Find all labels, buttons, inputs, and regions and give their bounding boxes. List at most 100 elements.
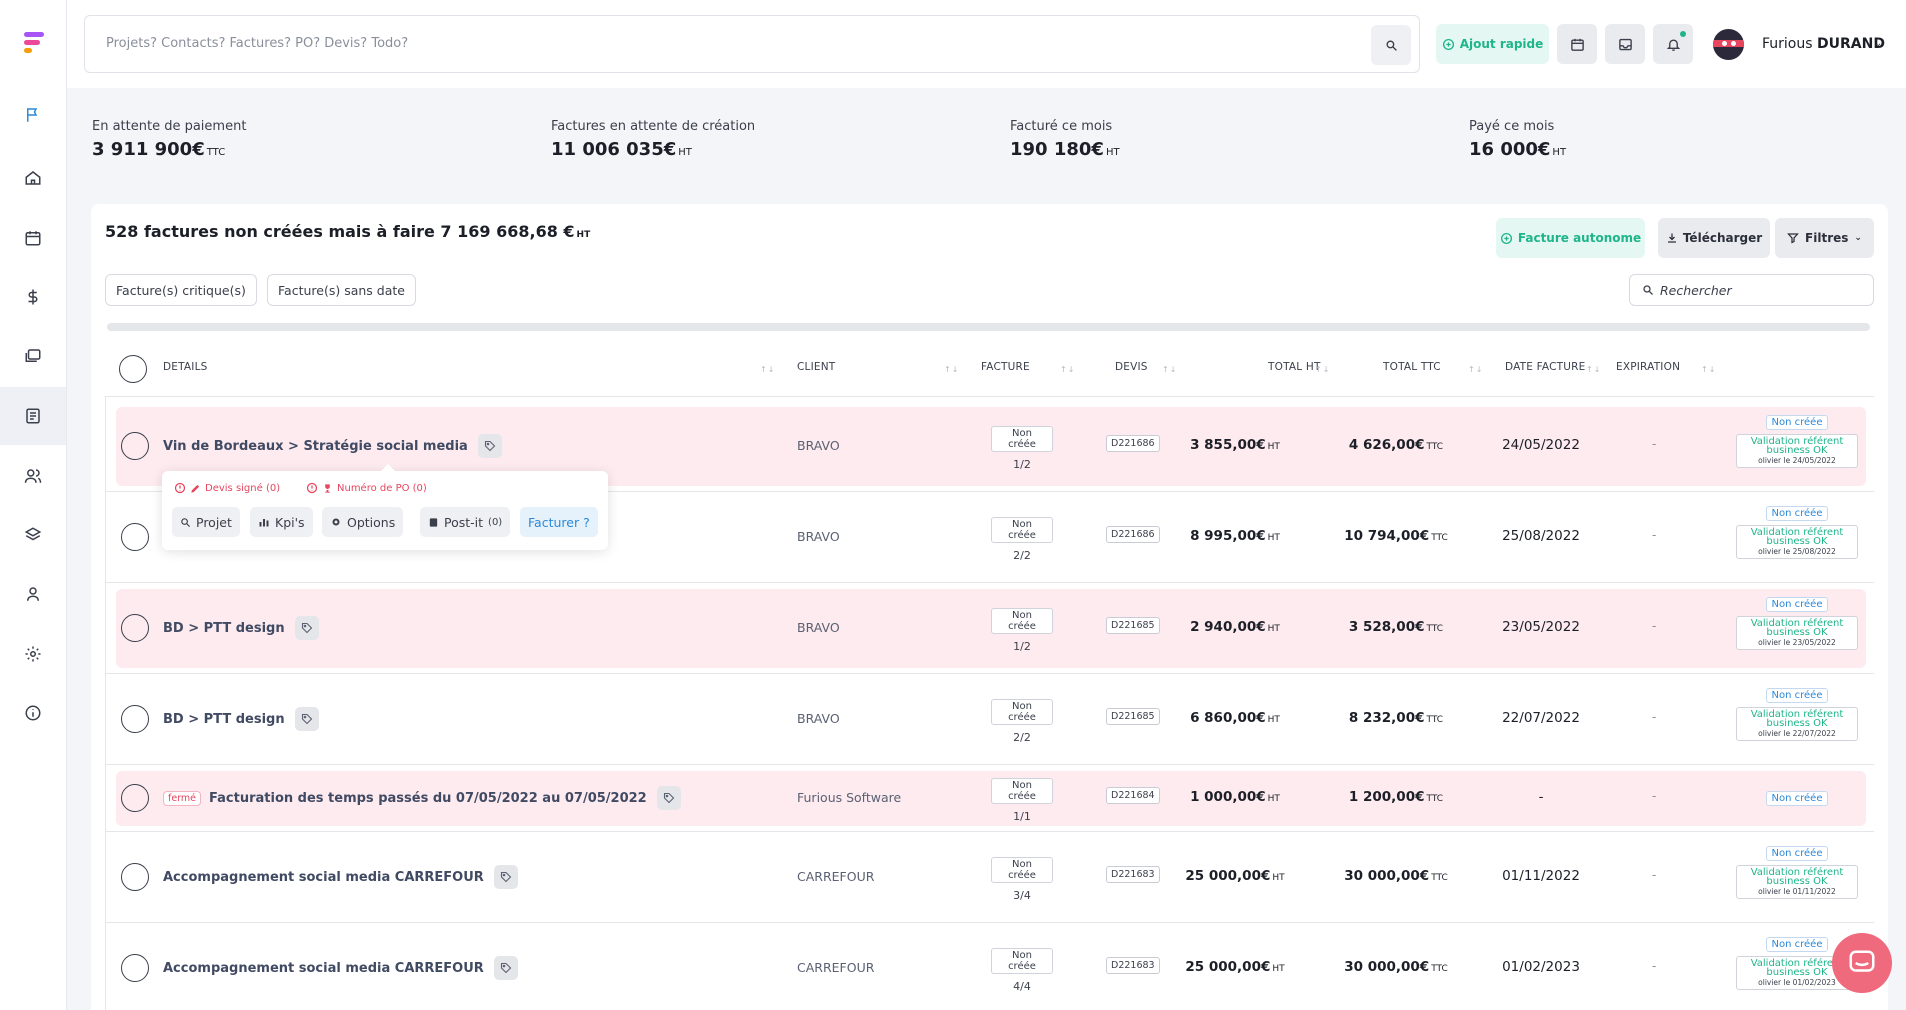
row-facture: Non créée 1/2 xyxy=(991,608,1053,653)
standalone-invoice-button[interactable]: Facture autonome xyxy=(1496,218,1645,258)
filter-icon xyxy=(1787,233,1799,244)
table-search-input[interactable]: Rechercher xyxy=(1629,274,1874,306)
col-client[interactable]: CLIENT xyxy=(797,361,836,373)
sidebar-item-info[interactable] xyxy=(0,684,66,742)
download-button[interactable]: Télécharger xyxy=(1658,218,1770,258)
tag-icon[interactable] xyxy=(294,616,319,640)
row-title[interactable]: Accompagnement social media CARREFOUR xyxy=(163,956,518,980)
row-title[interactable]: fermé Facturation des temps passés du 07… xyxy=(163,786,681,810)
row-devis[interactable]: D221685 xyxy=(1106,708,1160,725)
row-title[interactable]: Vin de Bordeaux > Stratégie social media xyxy=(163,434,502,458)
tag-icon[interactable] xyxy=(294,707,319,731)
postit-button[interactable]: Post-it (0) xyxy=(420,507,511,537)
invoice-now-button[interactable]: Facturer ? xyxy=(520,507,598,537)
sidebar-item-settings[interactable] xyxy=(0,625,66,683)
sort-icon[interactable]: ↑↓ xyxy=(1060,365,1076,374)
row-total-ttc: 8 232,00€ TTC xyxy=(1348,710,1444,726)
sidebar-item-finance[interactable] xyxy=(0,268,66,326)
chevron-down-icon: ⌄ xyxy=(1854,233,1862,243)
plus-circle-icon xyxy=(1500,232,1512,244)
gear-icon xyxy=(25,646,41,662)
row-total-ht: 6 860,00€ HT xyxy=(1190,710,1280,726)
tag-icon[interactable] xyxy=(493,865,518,889)
sort-icon[interactable]: ↑↓ xyxy=(1586,365,1602,374)
row-total-ht: 3 855,00€ HT xyxy=(1190,437,1280,453)
col-details[interactable]: DETAILS xyxy=(163,361,208,373)
flag-icon xyxy=(27,108,38,122)
filter-critical-pill[interactable]: Facture(s) critique(s) xyxy=(105,274,257,306)
kpis-button[interactable]: Kpi's xyxy=(250,507,313,537)
sidebar-item-layers[interactable] xyxy=(0,506,66,564)
select-all-checkbox[interactable] xyxy=(119,355,147,383)
row-devis[interactable]: D221683 xyxy=(1106,957,1160,974)
col-date-facture[interactable]: DATE FACTURE xyxy=(1505,361,1586,373)
row-devis[interactable]: D221686 xyxy=(1106,526,1160,543)
sort-icon[interactable]: ↑↓ xyxy=(1468,365,1484,374)
chevron-down-icon[interactable]: ⌄ xyxy=(1874,38,1883,49)
project-button[interactable]: Projet xyxy=(172,507,240,537)
sidebar-item-profile[interactable] xyxy=(0,565,66,623)
calendar-button[interactable] xyxy=(1557,24,1597,64)
quick-add-button[interactable]: Ajout rapide xyxy=(1436,24,1549,64)
col-expiration[interactable]: EXPIRATION xyxy=(1616,361,1681,373)
row-title[interactable]: Accompagnement social media CARREFOUR xyxy=(163,865,518,889)
global-search-input[interactable]: Projets? Contacts? Factures? PO? Devis? … xyxy=(84,15,1420,73)
search-button[interactable] xyxy=(1371,25,1411,65)
sidebar-item-flag[interactable] xyxy=(0,86,66,144)
row-checkbox[interactable] xyxy=(121,863,149,891)
col-total-ttc[interactable]: TOTAL TTC xyxy=(1383,361,1441,373)
row-total-ht: 25 000,00€ HT xyxy=(1185,959,1285,975)
chat-support-button[interactable] xyxy=(1832,933,1892,993)
row-title[interactable]: BD > PTT design xyxy=(163,707,319,731)
row-title[interactable]: BD > PTT design xyxy=(163,616,319,640)
tag-icon[interactable] xyxy=(477,434,502,458)
table-row[interactable]: BD > PTT design BRAVO Non créée 2/2 D2216… xyxy=(91,674,1888,765)
sidebar-item-home[interactable] xyxy=(0,149,66,207)
filters-button[interactable]: Filtres ⌄ xyxy=(1775,218,1874,258)
table-row[interactable]: BD > PTT design BRAVO Non créée 1/2 D2216… xyxy=(91,583,1888,674)
sidebar-item-calendar[interactable] xyxy=(0,209,66,267)
row-expiration: - xyxy=(1652,959,1657,973)
home-icon xyxy=(25,171,41,185)
col-devis[interactable]: DEVIS xyxy=(1115,361,1148,373)
stat-value: 3 911 900€ TTC xyxy=(92,139,226,160)
user-menu[interactable]: Furious DURAND xyxy=(1762,36,1885,52)
row-devis[interactable]: D221686 xyxy=(1106,435,1160,452)
row-checkbox[interactable] xyxy=(121,432,149,460)
sidebar-item-invoices[interactable] xyxy=(0,387,66,445)
row-devis[interactable]: D221683 xyxy=(1106,866,1160,883)
row-checkbox[interactable] xyxy=(121,954,149,982)
row-checkbox[interactable] xyxy=(121,784,149,812)
col-total-ht[interactable]: TOTAL HT xyxy=(1268,361,1321,373)
table-row[interactable]: BRAVO Non créée 2/2 D221686 8 995,00€ HT 1… xyxy=(91,492,1888,583)
tag-icon[interactable] xyxy=(656,786,681,810)
sort-icon[interactable]: ↑↓ xyxy=(1701,365,1717,374)
row-checkbox[interactable] xyxy=(121,614,149,642)
row-expiration: - xyxy=(1652,528,1657,542)
sidebar-item-contacts[interactable] xyxy=(0,447,66,505)
sort-icon[interactable]: ↑↓ xyxy=(1162,365,1178,374)
notifications-button[interactable] xyxy=(1653,24,1693,64)
table-row[interactable]: Accompagnement social media CARREFOUR CA… xyxy=(91,923,1888,1010)
row-devis[interactable]: D221685 xyxy=(1106,617,1160,634)
inbox-button[interactable] xyxy=(1605,24,1645,64)
sort-icon[interactable]: ↑↓ xyxy=(1315,365,1331,374)
app-logo[interactable] xyxy=(24,32,46,56)
sort-icon[interactable]: ↑↓ xyxy=(944,365,960,374)
stat-label: En attente de paiement xyxy=(92,119,247,134)
filter-nodate-pill[interactable]: Facture(s) sans date xyxy=(267,274,416,306)
avatar[interactable] xyxy=(1713,29,1744,60)
row-checkbox[interactable] xyxy=(121,523,149,551)
row-status: Non créée xyxy=(1736,786,1858,806)
row-checkbox[interactable] xyxy=(121,705,149,733)
col-facture[interactable]: FACTURE xyxy=(981,361,1030,373)
sidebar-item-folders[interactable] xyxy=(0,327,66,385)
row-expiration: - xyxy=(1652,437,1657,451)
sort-icon[interactable]: ↑↓ xyxy=(760,365,776,374)
table-row[interactable]: Accompagnement social media CARREFOUR CA… xyxy=(91,832,1888,923)
table-row[interactable]: fermé Facturation des temps passés du 07… xyxy=(91,765,1888,832)
row-total-ht: 2 940,00€ HT xyxy=(1190,619,1280,635)
row-devis[interactable]: D221684 xyxy=(1106,787,1160,804)
tag-icon[interactable] xyxy=(493,956,518,980)
options-button[interactable]: Options xyxy=(322,507,404,537)
